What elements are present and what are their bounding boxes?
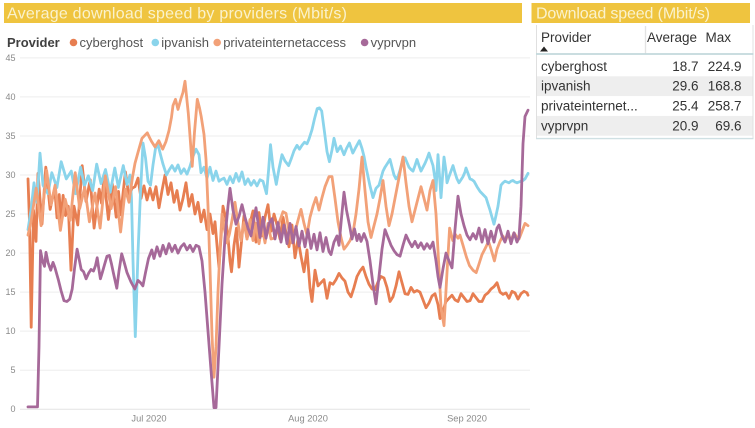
svg-text:40: 40 — [5, 92, 15, 102]
svg-text:privateinternet...: privateinternet... — [541, 99, 638, 114]
svg-text:10: 10 — [5, 326, 15, 336]
svg-text:Provider: Provider — [7, 35, 60, 50]
svg-text:30: 30 — [5, 170, 15, 180]
svg-text:224.9: 224.9 — [708, 59, 742, 74]
svg-text:20.9: 20.9 — [672, 118, 698, 133]
svg-text:vyprvpn: vyprvpn — [371, 35, 417, 50]
svg-text:168.8: 168.8 — [708, 79, 742, 94]
svg-text:258.7: 258.7 — [708, 99, 742, 114]
svg-text:privateinternetaccess: privateinternetaccess — [223, 35, 346, 50]
svg-text:15: 15 — [5, 287, 15, 297]
svg-text:ipvanish: ipvanish — [161, 35, 209, 50]
svg-text:Average download speed by prov: Average download speed by providers (Mbi… — [7, 6, 347, 23]
svg-text:45: 45 — [5, 53, 15, 63]
svg-text:25: 25 — [5, 209, 15, 219]
svg-text:cyberghost: cyberghost — [541, 59, 607, 74]
svg-text:5: 5 — [10, 365, 15, 375]
svg-text:25.4: 25.4 — [672, 99, 699, 114]
svg-text:35: 35 — [5, 131, 15, 141]
svg-text:Provider: Provider — [541, 30, 592, 45]
svg-text:vyprvpn: vyprvpn — [541, 118, 588, 133]
svg-text:cyberghost: cyberghost — [80, 35, 144, 50]
svg-text:29.6: 29.6 — [672, 79, 698, 94]
svg-text:Jul 2020: Jul 2020 — [131, 414, 166, 424]
svg-text:ipvanish: ipvanish — [541, 79, 591, 94]
svg-text:Download speed (Mbit/s): Download speed (Mbit/s) — [536, 6, 710, 23]
svg-text:0: 0 — [10, 404, 15, 414]
svg-text:Average: Average — [647, 30, 697, 45]
svg-text:Max: Max — [706, 30, 732, 45]
svg-text:18.7: 18.7 — [672, 59, 698, 74]
svg-text:Sep 2020: Sep 2020 — [447, 414, 487, 424]
svg-text:20: 20 — [5, 248, 15, 258]
svg-text:69.6: 69.6 — [715, 118, 741, 133]
svg-text:Aug 2020: Aug 2020 — [288, 414, 328, 424]
